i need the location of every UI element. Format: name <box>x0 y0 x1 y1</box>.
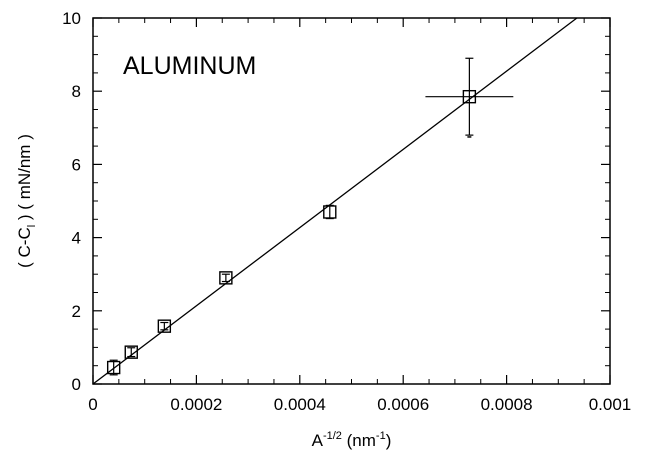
data-marker-square <box>157 319 172 333</box>
data-point <box>106 359 121 376</box>
data-marker-square <box>462 89 477 104</box>
y-tick-label: 0 <box>72 375 81 394</box>
data-point <box>124 345 138 359</box>
fit-line <box>92 17 578 385</box>
fit-line-group <box>92 17 578 385</box>
tick-labels: 0 0.0002 0.0004 0.0006 0.0008 0.001 0 2 4 6 8 10 <box>62 9 631 414</box>
x-axis-label-base: A <box>312 431 324 450</box>
data-point <box>219 271 233 285</box>
data-marker-square <box>106 360 121 375</box>
x-axis-label: A-1/2 (nm-1) <box>312 430 392 450</box>
y-tick-label: 6 <box>72 155 81 174</box>
y-tick-label: 2 <box>72 302 81 321</box>
x-tick-label: 0.0006 <box>377 395 429 414</box>
y-axis-label: ( C-Cl ) ( mN/nm ) <box>15 134 38 268</box>
data-marker-square <box>124 345 138 359</box>
y-tick-label: 10 <box>62 9 81 28</box>
annotation-label: ALUMINUM <box>123 52 256 80</box>
data-points <box>106 57 514 376</box>
x-tick-label: 0 <box>88 395 97 414</box>
x-axis-label-unit-close: ) <box>386 431 392 450</box>
x-tick-label: 0.001 <box>589 395 632 414</box>
y-tick-label: 8 <box>72 82 81 101</box>
data-point <box>425 57 514 136</box>
y-axis-label-close: ) ( mN/nm ) <box>15 134 34 225</box>
x-axis-label-unit-open: (nm <box>342 431 376 450</box>
x-axis-label-unit-sup: -1 <box>376 430 386 442</box>
x-tick-label: 0.0004 <box>274 395 326 414</box>
plot-frame <box>92 17 611 385</box>
x-tick-label: 0.0008 <box>481 395 533 414</box>
data-marker-square <box>219 271 233 285</box>
y-axis-label-open: ( C-C <box>15 227 34 268</box>
y-tick-label: 4 <box>72 229 81 248</box>
data-point <box>323 204 337 220</box>
data-point <box>157 319 172 333</box>
x-axis-label-sup: -1/2 <box>323 430 342 442</box>
data-marker-square <box>323 205 337 219</box>
x-tick-label: 0.0002 <box>170 395 222 414</box>
y-axis-label-sub: l <box>26 225 38 227</box>
